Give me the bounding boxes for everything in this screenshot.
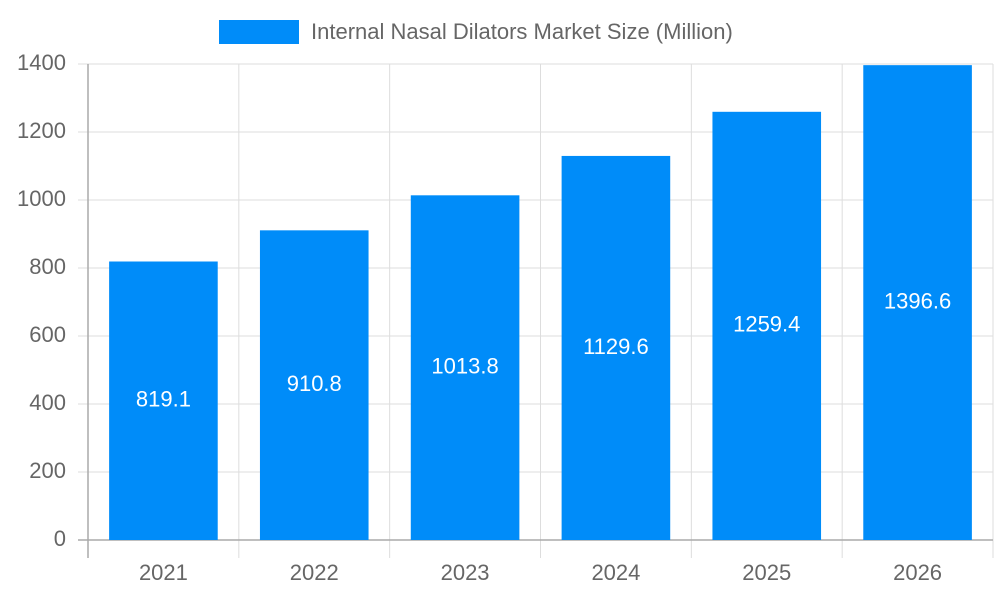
legend-swatch	[219, 20, 299, 44]
bar	[561, 155, 671, 540]
value-label: 910.8	[287, 371, 342, 396]
bar	[712, 111, 822, 540]
y-tick-label: 200	[29, 458, 66, 483]
y-tick-label: 400	[29, 390, 66, 415]
bar	[259, 230, 369, 540]
value-label: 1396.6	[884, 288, 951, 313]
y-tick-label: 800	[29, 254, 66, 279]
y-tick-label: 1200	[17, 118, 66, 143]
x-tick-label: 2025	[742, 560, 791, 585]
bar	[410, 195, 520, 541]
y-tick-label: 600	[29, 322, 66, 347]
bar	[109, 261, 218, 540]
y-tick-label: 1000	[17, 186, 66, 211]
x-tick-label: 2026	[893, 560, 942, 585]
value-label: 819.1	[136, 387, 191, 412]
x-tick-label: 2021	[139, 560, 188, 585]
legend-label: Internal Nasal Dilators Market Size (Mil…	[311, 19, 733, 44]
bar	[863, 65, 972, 540]
x-tick-label: 2024	[591, 560, 640, 585]
x-tick-label: 2022	[290, 560, 339, 585]
x-tick-label: 2023	[441, 560, 490, 585]
value-label: 1259.4	[733, 312, 800, 337]
y-tick-label: 0	[54, 526, 66, 551]
y-tick-label: 1400	[17, 50, 66, 75]
value-label: 1013.8	[431, 353, 498, 378]
value-label: 1129.6	[583, 334, 649, 359]
